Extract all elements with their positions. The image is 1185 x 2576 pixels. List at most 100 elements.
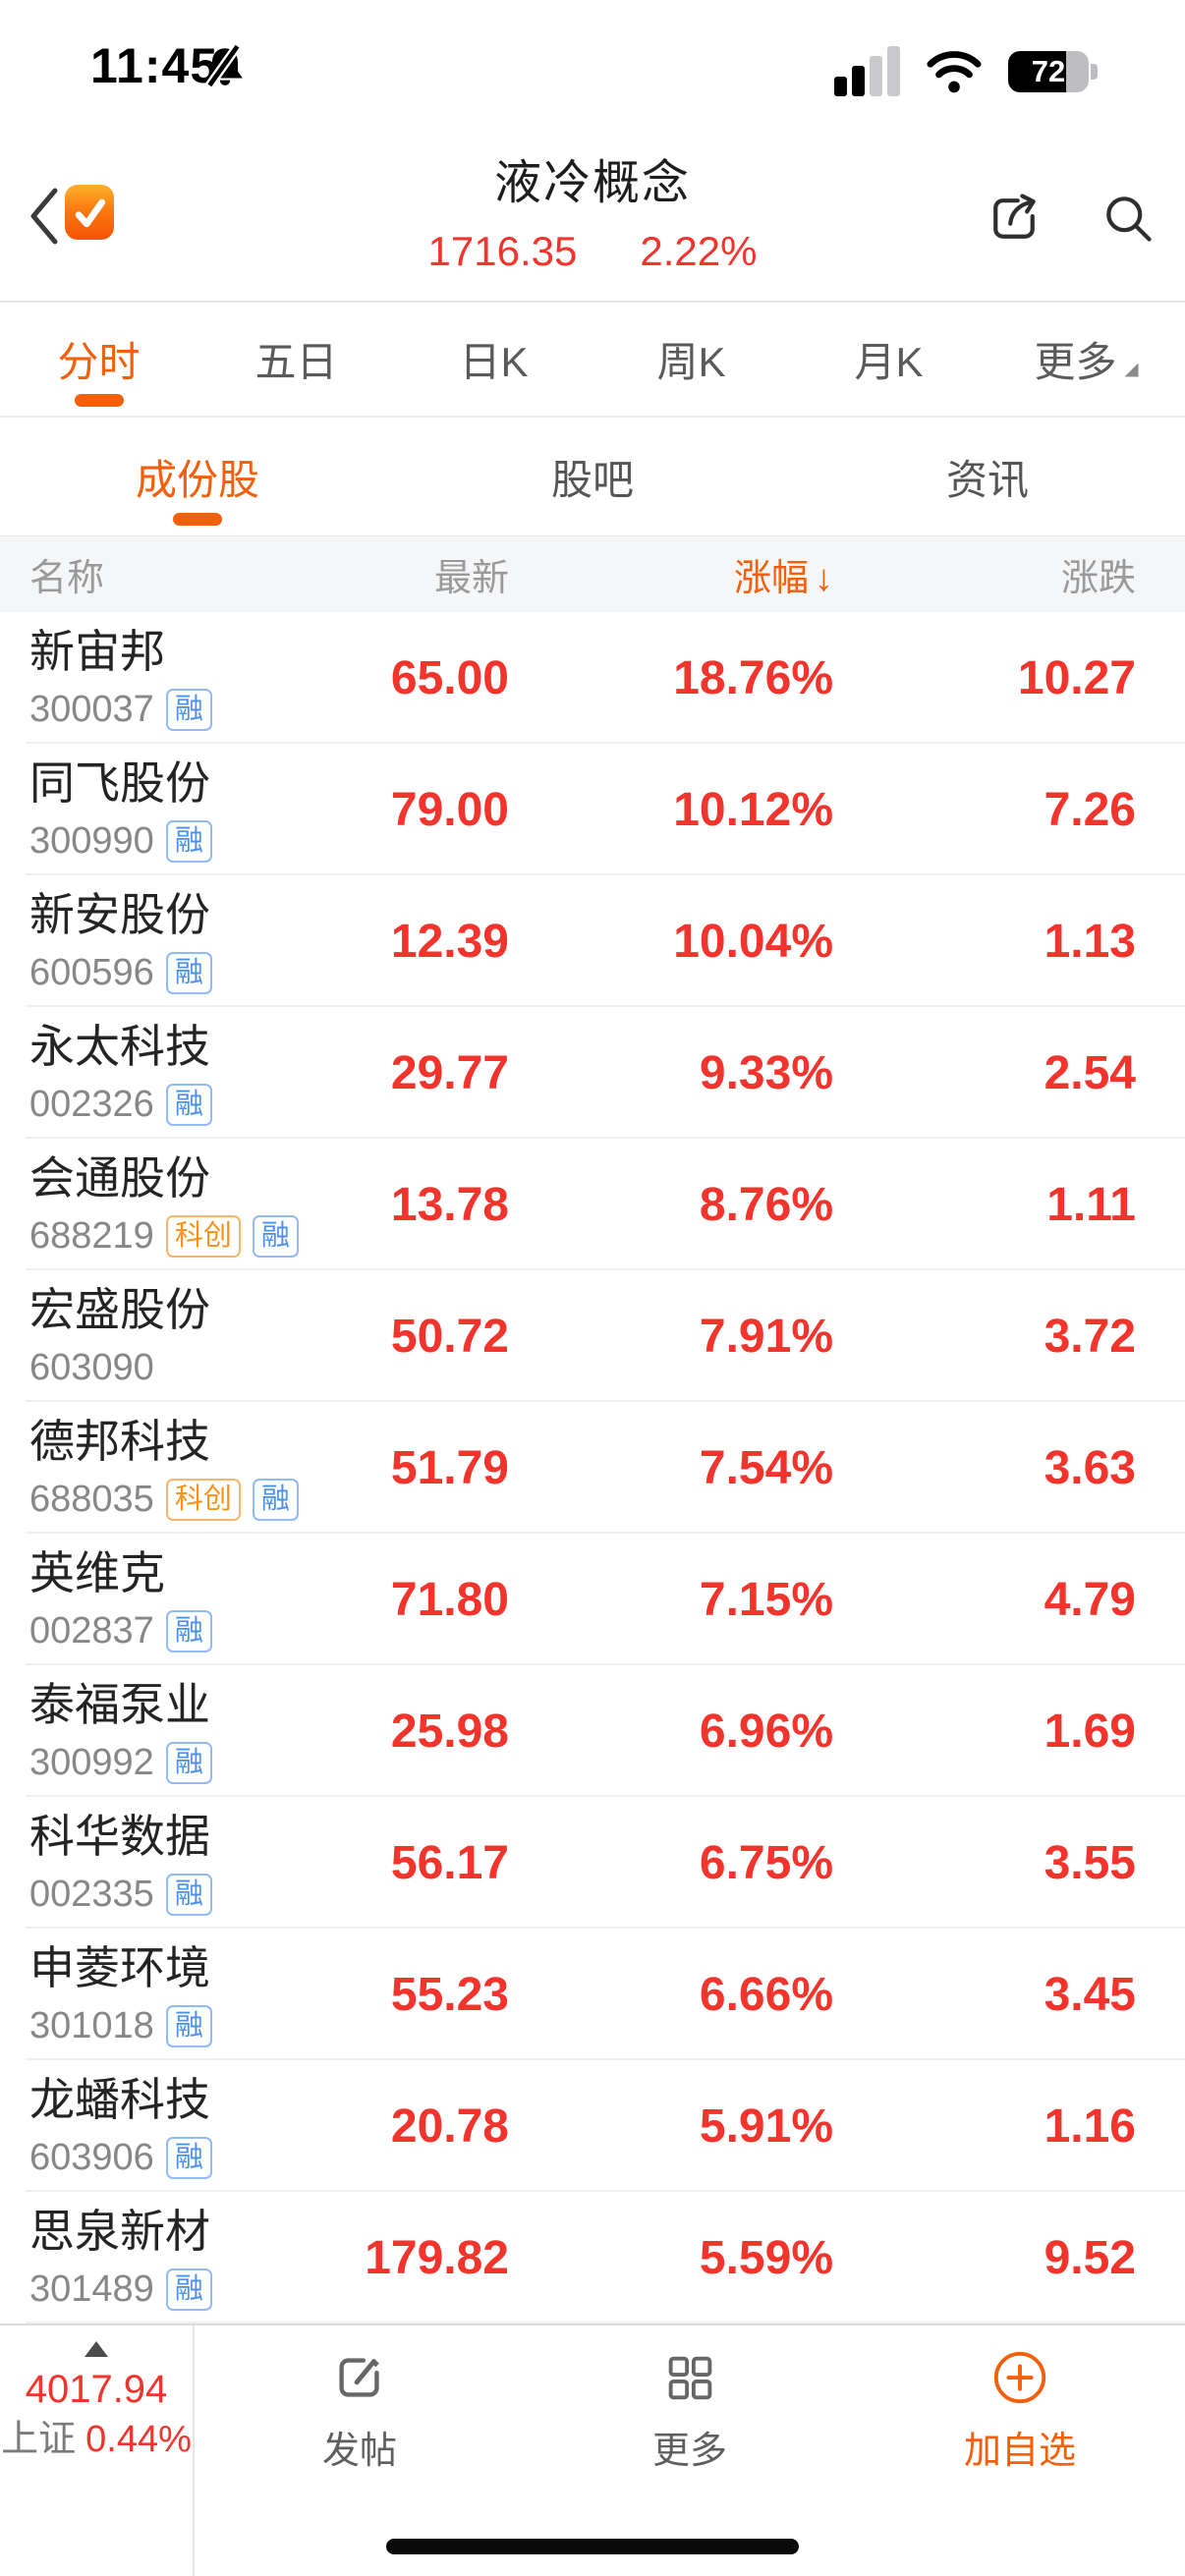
period-tab-label: 更多 bbox=[1034, 339, 1117, 385]
period-tab-label: 五日 bbox=[254, 339, 338, 385]
margin-trading-badge: 融 bbox=[165, 1741, 212, 1784]
bottom-bar: 4017.94 上证 0.44% 发帖 更多 bbox=[0, 2324, 1185, 2576]
period-tab-4[interactable]: 周K bbox=[592, 303, 790, 416]
stock-name: 思泉新材 bbox=[29, 2205, 210, 2257]
section-tab-3[interactable]: 资讯 bbox=[790, 418, 1185, 535]
period-tab-1[interactable]: 分时 bbox=[0, 303, 198, 416]
stock-row[interactable]: 同飞股份 300990 融 79.00 10.12% 7.26 bbox=[0, 744, 1185, 875]
stock-code: 603090 bbox=[29, 1346, 154, 1388]
grid-icon bbox=[668, 2356, 712, 2400]
period-tab-2[interactable]: 五日 bbox=[198, 303, 395, 416]
wifi-icon bbox=[927, 51, 982, 93]
stock-pct-change: 10.04% bbox=[673, 915, 833, 968]
period-tab-label: 周K bbox=[656, 339, 726, 385]
stock-row[interactable]: 德邦科技 688035 科创融 51.79 7.54% 3.63 bbox=[0, 1402, 1185, 1534]
section-tab-1[interactable]: 成份股 bbox=[0, 418, 395, 535]
table-header: 名称 最新 涨幅 ↓ 涨跌 bbox=[0, 535, 1185, 612]
battery-percent: 72 bbox=[1031, 54, 1066, 88]
stock-pct-change: 6.96% bbox=[699, 1705, 833, 1758]
margin-trading-badge: 融 bbox=[165, 1609, 212, 1652]
stock-name-cell: 科华数据 002335 融 bbox=[29, 1811, 312, 1916]
row-divider bbox=[26, 1663, 1185, 1665]
stock-row[interactable]: 新安股份 600596 融 12.39 10.04% 1.13 bbox=[0, 875, 1185, 1007]
star-market-badge: 科创 bbox=[165, 1478, 241, 1521]
col-header-pct-sort[interactable]: 涨幅 ↓ bbox=[733, 558, 833, 599]
stock-row[interactable]: 英维克 002837 融 71.80 7.15% 4.79 bbox=[0, 1534, 1185, 1665]
margin-trading-badge: 融 bbox=[165, 951, 212, 994]
period-tab-6[interactable]: 更多 bbox=[988, 303, 1185, 416]
index-up-arrow-icon bbox=[85, 2341, 108, 2357]
stock-name: 科华数据 bbox=[29, 1810, 210, 1862]
stock-row[interactable]: 申菱环境 301018 融 55.23 6.66% 3.45 bbox=[0, 1929, 1185, 2060]
stock-abs-change: 1.13 bbox=[1044, 915, 1136, 968]
stock-code: 688035 bbox=[29, 1478, 154, 1520]
stock-code: 688219 bbox=[29, 1214, 154, 1257]
stock-last-price: 13.78 bbox=[390, 1178, 509, 1231]
stock-row[interactable]: 科华数据 002335 融 56.17 6.75% 3.55 bbox=[0, 1797, 1185, 1929]
margin-trading-badge: 融 bbox=[252, 1214, 299, 1258]
active-tab-underline bbox=[173, 513, 222, 526]
stock-row[interactable]: 泰福泵业 300992 融 25.98 6.96% 1.69 bbox=[0, 1665, 1185, 1797]
col-header-last: 最新 bbox=[433, 558, 509, 599]
margin-trading-badge: 融 bbox=[165, 688, 212, 731]
compose-icon bbox=[339, 2358, 379, 2397]
row-divider bbox=[26, 1005, 1185, 1007]
stock-row[interactable]: 龙蟠科技 603906 融 20.78 5.91% 1.16 bbox=[0, 2060, 1185, 2192]
stock-name-cell: 思泉新材 301489 融 bbox=[29, 2206, 312, 2311]
stock-name-cell: 永太科技 002326 融 bbox=[29, 1021, 312, 1126]
stock-pct-change: 7.54% bbox=[699, 1441, 833, 1494]
share-button[interactable] bbox=[985, 189, 1044, 248]
stock-pct-change: 9.33% bbox=[699, 1046, 833, 1099]
margin-trading-badge: 融 bbox=[165, 819, 212, 863]
row-divider bbox=[26, 1400, 1185, 1402]
stock-row[interactable]: 永太科技 002326 融 29.77 9.33% 2.54 bbox=[0, 1007, 1185, 1139]
stock-name-cell: 龙蟠科技 603906 融 bbox=[29, 2074, 312, 2179]
stock-row[interactable]: 会通股份 688219 科创融 13.78 8.76% 1.11 bbox=[0, 1139, 1185, 1270]
stock-last-price: 29.77 bbox=[390, 1046, 509, 1099]
row-divider bbox=[26, 2322, 1185, 2324]
stock-last-price: 25.98 bbox=[390, 1705, 509, 1758]
stock-code: 300992 bbox=[29, 1741, 154, 1783]
section-tabs: 成份股 股吧 资讯 bbox=[0, 418, 1185, 535]
stock-name-cell: 英维克 002837 融 bbox=[29, 1547, 312, 1652]
stock-name-cell: 同飞股份 300990 融 bbox=[29, 757, 312, 863]
stock-name: 英维克 bbox=[29, 1546, 165, 1598]
stock-pct-change: 6.75% bbox=[699, 1836, 833, 1889]
stock-table-body: 新宙邦 300037 融 65.00 18.76% 10.27 同飞股份 300990 融 79.… bbox=[0, 612, 1185, 2324]
stock-last-price: 12.39 bbox=[390, 915, 509, 968]
search-button[interactable] bbox=[1099, 189, 1157, 248]
add-watchlist-button[interactable]: 加自选 bbox=[855, 2325, 1185, 2576]
period-tab-label: 分时 bbox=[57, 339, 141, 385]
stock-name: 宏盛股份 bbox=[29, 1283, 210, 1335]
add-watchlist-label: 加自选 bbox=[963, 2431, 1076, 2472]
section-tab-2[interactable]: 股吧 bbox=[395, 418, 790, 535]
stock-abs-change: 1.16 bbox=[1044, 2100, 1136, 2153]
stock-row[interactable]: 宏盛股份 603090 50.72 7.91% 3.72 bbox=[0, 1270, 1185, 1402]
stock-code: 301489 bbox=[29, 2268, 154, 2310]
clock: 11:45 bbox=[90, 38, 219, 93]
back-button[interactable] bbox=[26, 185, 65, 248]
more-button[interactable]: 更多 bbox=[525, 2325, 855, 2576]
section-tab-label: 成份股 bbox=[135, 456, 259, 503]
stock-row[interactable]: 新宙邦 300037 融 65.00 18.76% 10.27 bbox=[0, 612, 1185, 744]
col-header-chg: 涨跌 bbox=[1060, 558, 1136, 599]
index-quote: 1716.35 2.22% bbox=[0, 228, 1185, 275]
stock-name-cell: 新安股份 600596 融 bbox=[29, 889, 312, 994]
status-bar: 11:45 72 bbox=[0, 0, 1185, 128]
shanghai-index-pct: 0.44% bbox=[85, 2419, 192, 2460]
stock-code: 002326 bbox=[29, 1083, 154, 1125]
period-tab-3[interactable]: 日K bbox=[395, 303, 592, 416]
stock-last-price: 56.17 bbox=[390, 1836, 509, 1889]
stock-code: 300990 bbox=[29, 819, 154, 862]
battery-icon: 72 bbox=[1008, 51, 1098, 92]
stock-name: 新安股份 bbox=[29, 888, 210, 940]
market-index-button[interactable]: 4017.94 上证 0.44% bbox=[0, 2325, 195, 2576]
period-tab-5[interactable]: 月K bbox=[790, 303, 988, 416]
stock-row[interactable]: 思泉新材 301489 融 179.82 5.59% 9.52 bbox=[0, 2192, 1185, 2324]
stock-last-price: 179.82 bbox=[365, 2231, 509, 2284]
stock-pct-change: 18.76% bbox=[673, 651, 833, 704]
margin-trading-badge: 融 bbox=[165, 2004, 212, 2047]
stock-name: 申菱环境 bbox=[29, 1941, 210, 1993]
post-button[interactable]: 发帖 bbox=[195, 2325, 525, 2576]
stock-name: 永太科技 bbox=[29, 1020, 210, 1072]
